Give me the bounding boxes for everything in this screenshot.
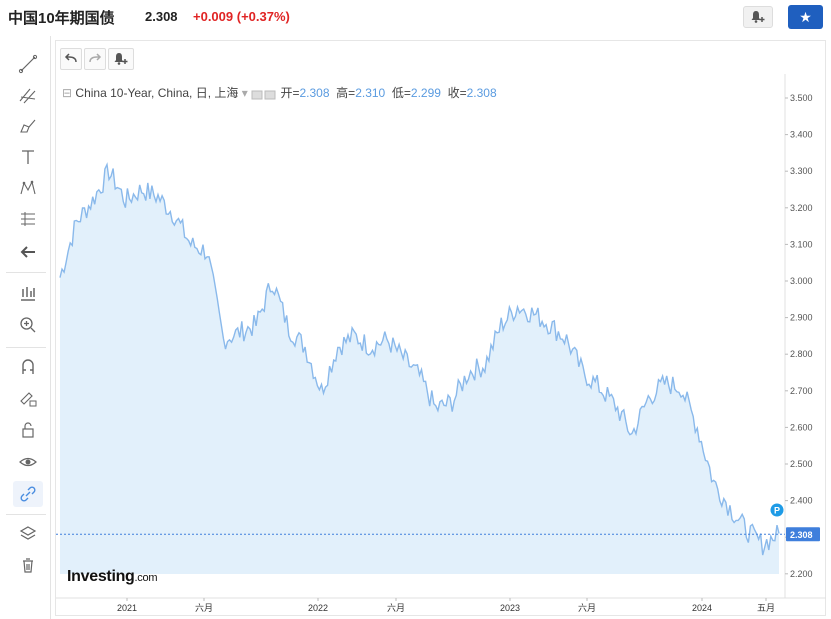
back-arrow-icon[interactable] bbox=[13, 239, 43, 265]
x-tick-label: 六月 bbox=[578, 602, 596, 613]
y-tick-label: 2.500 bbox=[790, 459, 813, 469]
last-price: 2.308 bbox=[145, 9, 178, 24]
y-tick-label: 2.200 bbox=[790, 569, 813, 579]
brush-icon[interactable] bbox=[13, 113, 43, 139]
y-tick-label: 3.300 bbox=[790, 166, 813, 176]
x-tick-label: 六月 bbox=[195, 602, 213, 613]
lock-icon[interactable] bbox=[13, 417, 43, 443]
x-tick-label: 2021 bbox=[117, 603, 137, 613]
bell-plus-icon bbox=[751, 11, 765, 23]
undo-button[interactable] bbox=[60, 48, 82, 70]
chart-legend: ⊟ China 10-Year, China, 日, 上海 ▾ 开=2.308 … bbox=[62, 86, 497, 100]
eye-icon[interactable] bbox=[13, 449, 43, 475]
x-tick-label: 六月 bbox=[387, 602, 405, 613]
y-tick-label: 2.700 bbox=[790, 386, 813, 396]
page-title: 中国10年期国债 bbox=[8, 10, 115, 27]
y-tick-label: 2.400 bbox=[790, 496, 813, 506]
y-tick-label: 3.500 bbox=[790, 93, 813, 103]
trash-icon[interactable] bbox=[13, 552, 43, 578]
link-icon[interactable] bbox=[13, 481, 43, 507]
price-line bbox=[59, 162, 780, 556]
x-tick-label: 2023 bbox=[500, 603, 520, 613]
y-tick-label: 3.400 bbox=[790, 130, 813, 140]
y-tick-label: 3.200 bbox=[790, 203, 813, 213]
close-value: 2.308 bbox=[466, 86, 497, 100]
collapse-legend-icon[interactable]: ⊟ bbox=[62, 86, 73, 100]
trend-line-icon[interactable] bbox=[13, 51, 43, 77]
lock-draw-icon[interactable] bbox=[13, 385, 43, 411]
last-price-label: 2.308 bbox=[790, 530, 813, 540]
event-marker bbox=[770, 503, 784, 517]
last-price-tag bbox=[786, 527, 820, 542]
legend-settings-icon[interactable] bbox=[251, 89, 277, 100]
add-alert-button[interactable] bbox=[743, 6, 773, 28]
event-marker-label: P bbox=[774, 506, 780, 516]
symbol-name[interactable]: China 10-Year, China, 日, 上海 bbox=[75, 86, 239, 100]
y-tick-label: 2.600 bbox=[790, 422, 813, 432]
chart-alert-button[interactable] bbox=[108, 48, 134, 70]
undo-icon bbox=[64, 53, 77, 63]
prediction-icon[interactable] bbox=[13, 206, 43, 232]
price-change: +0.009 (+0.37%) bbox=[193, 9, 290, 24]
pattern-icon[interactable] bbox=[13, 175, 43, 201]
zoom-in-icon[interactable] bbox=[13, 312, 43, 338]
fib-icon[interactable] bbox=[13, 82, 43, 108]
investing-logo: Investing.com bbox=[67, 568, 158, 585]
low-value: 2.299 bbox=[410, 86, 441, 100]
magnet-icon[interactable] bbox=[13, 354, 43, 380]
redo-icon bbox=[89, 53, 102, 63]
header-bar: 中国10年期国债 2.308 +0.009 (+0.37%) ★ bbox=[0, 0, 831, 36]
y-tick-label: 2.900 bbox=[790, 313, 813, 323]
x-tick-label: 2022 bbox=[308, 603, 328, 613]
y-tick-label: 3.100 bbox=[790, 239, 813, 249]
measure-icon[interactable] bbox=[13, 280, 43, 306]
open-value: 2.308 bbox=[299, 86, 330, 100]
x-tick-label: 五月 bbox=[757, 603, 775, 613]
drawing-toolbar bbox=[0, 36, 51, 619]
redo-button[interactable] bbox=[84, 48, 106, 70]
watchlist-star-button[interactable]: ★ bbox=[788, 5, 823, 29]
y-tick-label: 3.000 bbox=[790, 276, 813, 286]
text-icon[interactable] bbox=[13, 144, 43, 170]
area-fill bbox=[60, 164, 779, 574]
star-icon: ★ bbox=[799, 8, 812, 25]
x-tick-label: 2024 bbox=[692, 603, 712, 613]
layers-icon[interactable] bbox=[13, 521, 43, 547]
chevron-down-icon[interactable]: ▾ bbox=[241, 86, 248, 100]
bell-plus-icon bbox=[114, 53, 128, 65]
y-tick-label: 2.800 bbox=[790, 349, 813, 359]
high-value: 2.310 bbox=[355, 86, 386, 100]
